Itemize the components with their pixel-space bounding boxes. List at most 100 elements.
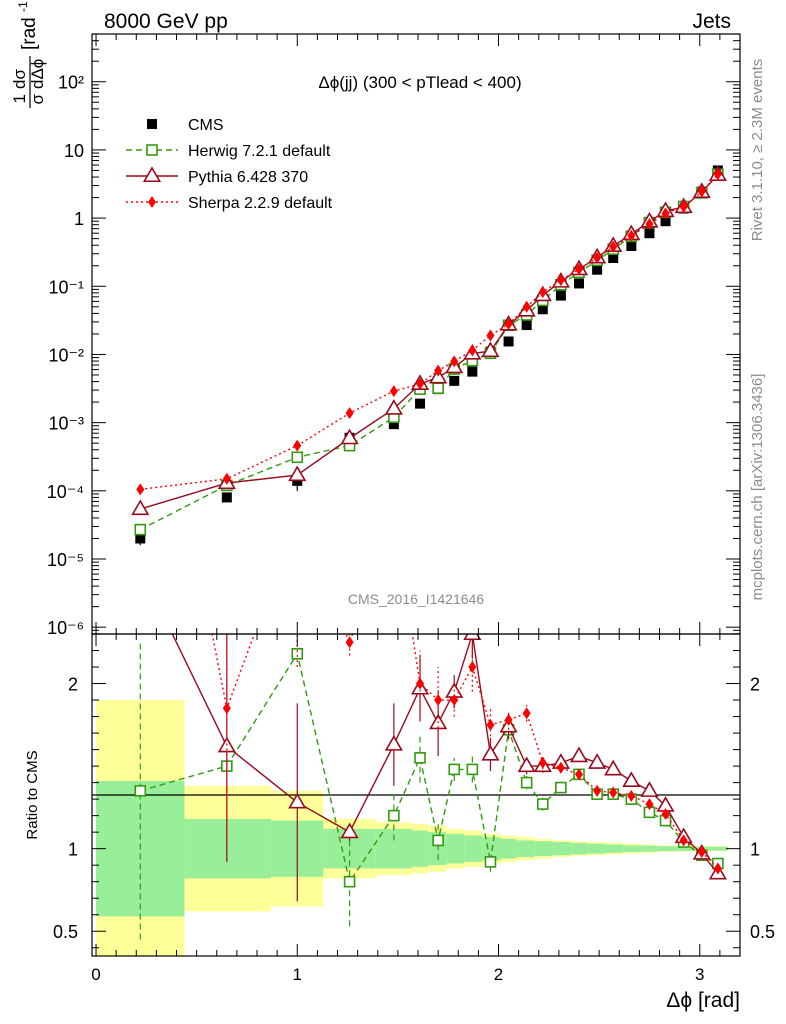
band-inner xyxy=(534,841,553,857)
band-inner xyxy=(605,844,624,853)
ratio-point xyxy=(432,834,444,847)
data-point xyxy=(627,229,636,242)
ratio-y-tick-label: 2 xyxy=(68,675,78,695)
data-point xyxy=(434,364,443,377)
svg-text:[rad: [rad xyxy=(19,17,40,50)
y-tick-label: 1 xyxy=(74,209,84,229)
legend-label: Pythia 6.428 370 xyxy=(188,169,308,186)
data-point xyxy=(222,472,231,485)
band-inner xyxy=(516,840,535,857)
legend-item: Pythia 6.428 370 xyxy=(126,166,308,186)
data-point xyxy=(450,355,459,368)
legend-item: Herwig 7.2.1 default xyxy=(126,143,331,160)
data-point xyxy=(521,320,532,331)
data-point xyxy=(415,398,426,409)
ratio-point xyxy=(575,768,584,781)
data-point xyxy=(593,251,602,264)
ratio-series-2 xyxy=(133,560,727,902)
ratio-point xyxy=(486,718,495,731)
band-inner xyxy=(657,846,676,852)
x-tick-label: 2 xyxy=(494,965,503,984)
x-axis-label: Δϕ [rad] xyxy=(666,989,740,1012)
ratio-point xyxy=(569,746,589,763)
data-point xyxy=(340,428,359,445)
ratio-point xyxy=(481,744,500,761)
ratio-point xyxy=(136,265,144,277)
data-point xyxy=(389,385,398,398)
svg-text:-1: -1 xyxy=(16,1,30,12)
legend-marker xyxy=(142,166,162,183)
band-inner xyxy=(587,843,606,854)
uncertainty-bands xyxy=(96,700,728,956)
data-point xyxy=(291,451,304,464)
ratio-point xyxy=(448,763,461,776)
data-point xyxy=(522,300,531,313)
y-tick-label: 10⁻⁵ xyxy=(47,550,84,570)
data-point xyxy=(504,317,513,330)
y-tick-label: 10⁻⁶ xyxy=(47,618,84,638)
data-point xyxy=(574,278,585,289)
ratio-point xyxy=(414,752,426,764)
y-tick-label: 10² xyxy=(58,73,84,93)
data-point xyxy=(467,366,478,377)
ratio-point xyxy=(384,734,403,751)
ratio-point xyxy=(134,785,147,797)
data-point xyxy=(626,240,637,251)
ratio-point xyxy=(484,856,497,868)
data-point xyxy=(555,290,566,301)
ratio-point xyxy=(627,789,636,802)
data-point xyxy=(468,344,477,357)
ratio-point xyxy=(556,761,565,774)
ratio-series xyxy=(133,265,727,940)
band-inner xyxy=(184,818,272,879)
data-point xyxy=(660,216,671,227)
process-label: Jets xyxy=(692,10,731,33)
band-inner xyxy=(446,833,465,864)
data-point xyxy=(388,419,399,430)
ratio-point xyxy=(604,759,623,776)
y-tick-label: 10⁻¹ xyxy=(48,277,84,297)
band-inner xyxy=(500,838,517,859)
ratio-point xyxy=(222,702,231,715)
series-line xyxy=(140,173,719,491)
band-inner xyxy=(552,842,571,856)
legend-marker xyxy=(146,144,158,156)
ratio-point xyxy=(133,560,148,573)
data-point xyxy=(136,483,145,496)
legend-marker xyxy=(147,119,157,129)
band-inner xyxy=(623,845,642,852)
data-point xyxy=(679,200,688,213)
legend-label: Sherpa 2.2.9 default xyxy=(188,195,333,212)
ratio-point xyxy=(390,512,398,524)
ratio-point xyxy=(291,648,304,660)
data-point xyxy=(609,240,618,253)
y-axis-label-main: 1 σ dσ dΔϕ [rad -1 ] xyxy=(10,1,47,108)
data-point xyxy=(432,382,444,394)
ratio-point xyxy=(340,822,359,839)
data-point xyxy=(556,274,565,287)
data-point xyxy=(134,523,147,536)
ratio-point xyxy=(661,807,670,820)
ratio-point xyxy=(679,834,688,847)
ratio-y-tick-label: 0.5 xyxy=(53,922,78,942)
ratio-y-tick-label-right: 0.5 xyxy=(750,922,775,942)
data-point xyxy=(384,399,403,415)
ratio-point xyxy=(522,707,531,720)
analysis-id: CMS_2016_I1421646 xyxy=(348,591,484,607)
data-point xyxy=(592,264,603,275)
svg-text:dΔϕ: dΔϕ xyxy=(28,59,47,89)
y-tick-label: 10 xyxy=(64,141,84,161)
data-point xyxy=(481,341,500,358)
ratio-point xyxy=(466,763,479,776)
ratio-point xyxy=(504,713,513,726)
svg-text:dσ: dσ xyxy=(10,69,29,89)
band-inner xyxy=(411,830,429,867)
data-point xyxy=(131,499,150,516)
data-point xyxy=(575,263,584,276)
band-inner xyxy=(709,846,728,851)
band-inner xyxy=(482,837,501,861)
ratio-series-3 xyxy=(136,265,722,875)
ratio-point xyxy=(713,862,722,875)
legend-marker xyxy=(148,196,156,208)
band-inner xyxy=(570,842,588,855)
